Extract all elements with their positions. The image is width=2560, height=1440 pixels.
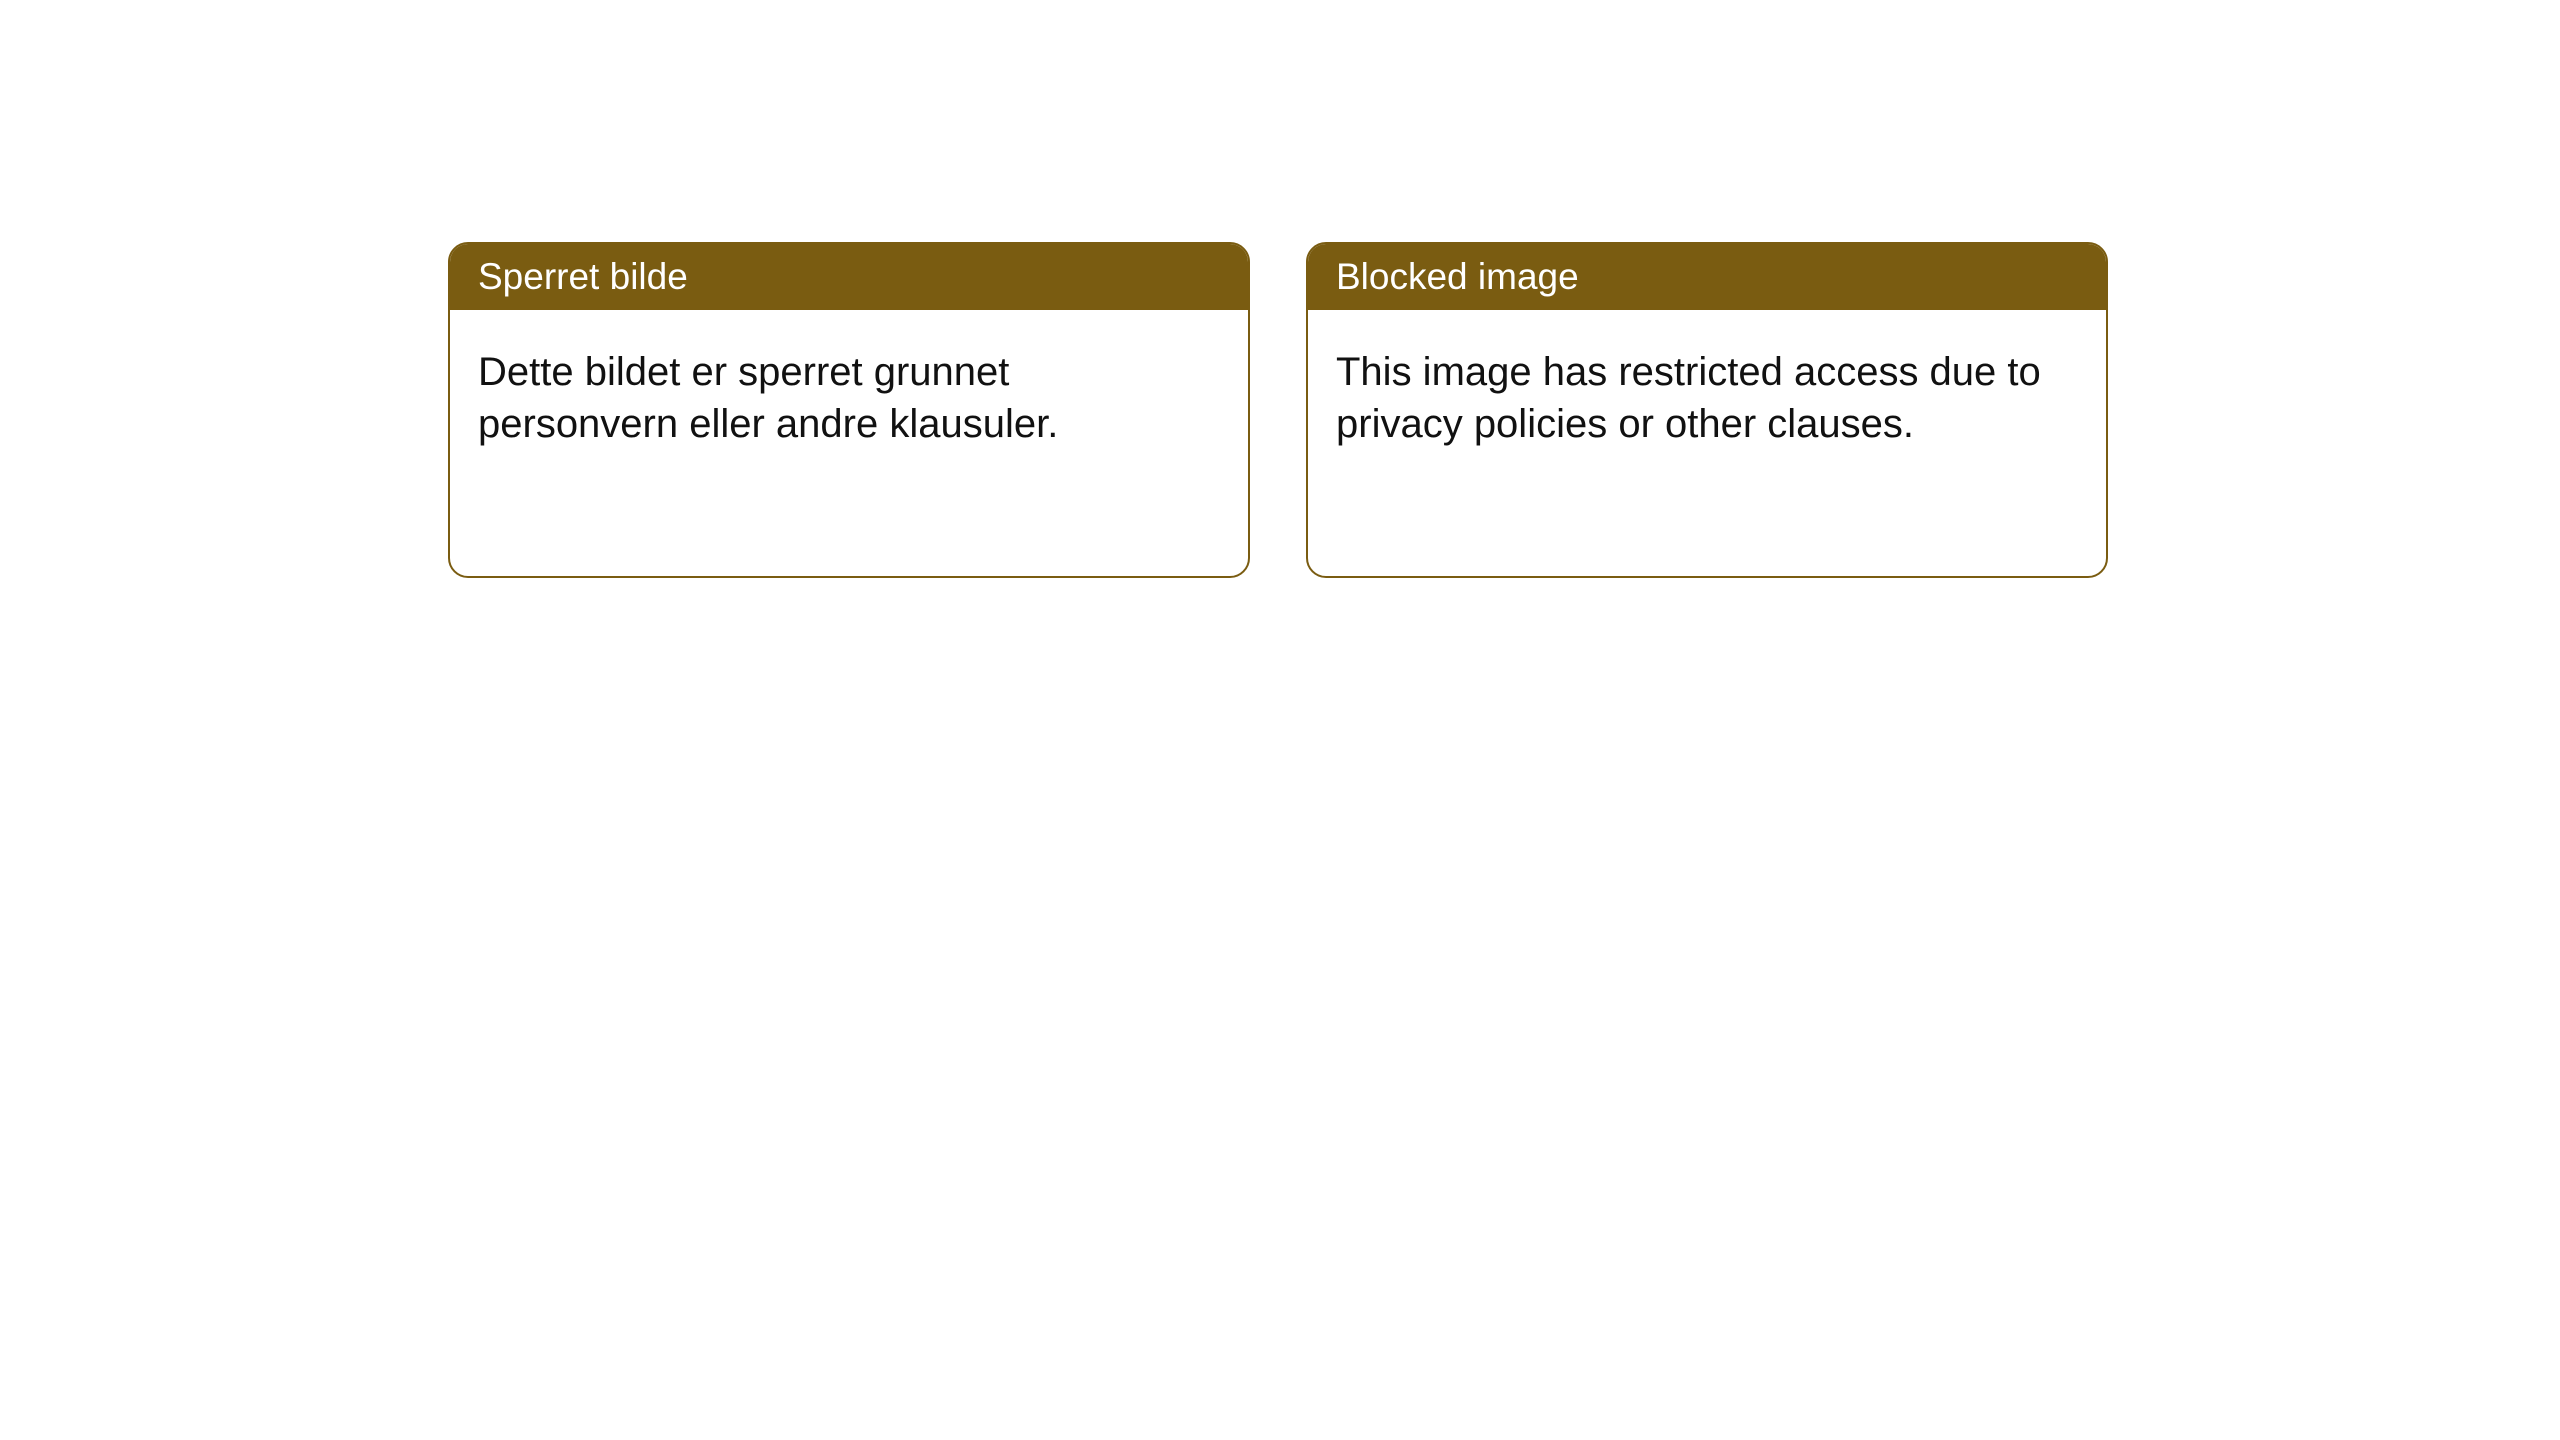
notice-container: Sperret bilde Dette bildet er sperret gr… bbox=[448, 242, 2108, 578]
card-body-english: This image has restricted access due to … bbox=[1308, 310, 2106, 486]
card-body-norwegian: Dette bildet er sperret grunnet personve… bbox=[450, 310, 1248, 486]
card-title-english: Blocked image bbox=[1336, 256, 1579, 297]
card-header-norwegian: Sperret bilde bbox=[450, 244, 1248, 310]
blocked-image-card-english: Blocked image This image has restricted … bbox=[1306, 242, 2108, 578]
blocked-image-card-norwegian: Sperret bilde Dette bildet er sperret gr… bbox=[448, 242, 1250, 578]
card-header-english: Blocked image bbox=[1308, 244, 2106, 310]
card-message-english: This image has restricted access due to … bbox=[1336, 350, 2041, 446]
card-title-norwegian: Sperret bilde bbox=[478, 256, 688, 297]
card-message-norwegian: Dette bildet er sperret grunnet personve… bbox=[478, 350, 1058, 446]
